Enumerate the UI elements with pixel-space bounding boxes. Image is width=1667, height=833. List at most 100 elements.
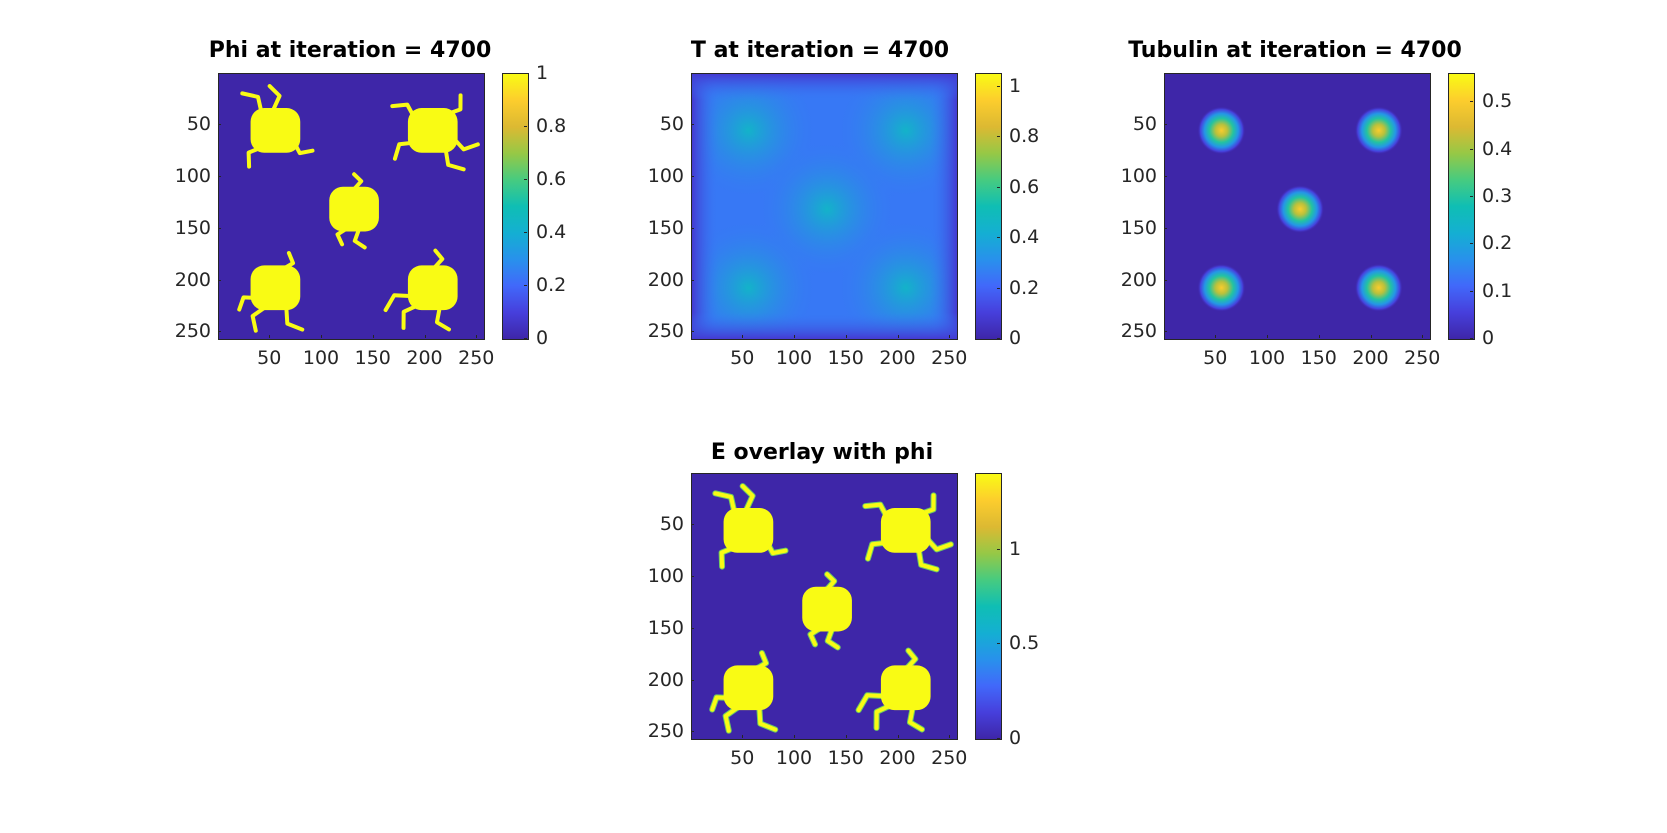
- phi-ytick-mark: [218, 227, 221, 229]
- phi-cbtick: 0.4: [536, 221, 567, 243]
- cell-1: [712, 483, 789, 570]
- e-xtick-mark: [949, 735, 951, 738]
- t-cbtick-mark: [997, 136, 1000, 138]
- cell-2: [390, 93, 480, 172]
- e-ytick: 50: [659, 513, 684, 536]
- tubulin-ytick: 50: [1132, 113, 1157, 136]
- phi-xtick-mark: [476, 335, 478, 338]
- phi-heatmap: [218, 73, 485, 340]
- tubulin-cbtick-mark: [1470, 290, 1473, 292]
- phi-ytick: 150: [174, 216, 211, 239]
- protrusion: [352, 226, 367, 250]
- phi-xtick: 150: [354, 347, 391, 369]
- tubulin-ytick-mark: [1164, 331, 1167, 333]
- tubulin-xtick: 250: [1404, 347, 1441, 369]
- e-xtick: 50: [730, 747, 755, 769]
- protrusion: [284, 302, 305, 332]
- protrusion: [740, 484, 755, 513]
- t-xtick: 50: [730, 347, 755, 369]
- phi-cbtick: 0.8: [536, 115, 567, 137]
- phi-cbtick-mark: [524, 232, 527, 233]
- t-heatmap: [691, 73, 958, 340]
- phi-cbtick-mark: [524, 73, 527, 74]
- e-cbtick: 0: [1009, 727, 1022, 749]
- protrusion: [267, 84, 282, 113]
- tubulin-heatmap-svg: [1165, 74, 1430, 339]
- colorbar-gradient: [976, 474, 1001, 739]
- e-xtick: 250: [931, 747, 968, 769]
- phi-ytick-mark: [218, 124, 221, 126]
- phi-cbtick-mark: [524, 179, 527, 180]
- e-cbtick-mark: [997, 548, 1000, 550]
- tubulin-peak-5: [1354, 263, 1403, 312]
- colorbar-gradient: [503, 74, 528, 339]
- colorbar-gradient: [976, 74, 1001, 339]
- cell-body: [250, 265, 301, 311]
- tubulin-cbtick: 0: [1482, 327, 1495, 349]
- e-cbtick: 0.5: [1009, 632, 1040, 655]
- tubulin-cbtick: 0.5: [1482, 90, 1513, 113]
- t-ytick-mark: [691, 124, 694, 126]
- phi-ytick-mark: [218, 331, 221, 333]
- e-title: E overlay with phi: [710, 440, 934, 465]
- tubulin-ytick-mark: [1164, 279, 1167, 281]
- t-xtick-mark: [949, 335, 951, 338]
- cell-body: [802, 586, 852, 632]
- e-heatmap: [691, 473, 958, 740]
- phi-ytick: 50: [186, 113, 211, 136]
- t-ytick: 50: [659, 113, 684, 136]
- cell-1: [240, 84, 315, 169]
- t-cbtick: 0: [1009, 327, 1022, 349]
- cell-body: [329, 186, 379, 232]
- e-ytick: 200: [647, 668, 684, 691]
- tubulin-xtick: 150: [1300, 347, 1337, 369]
- phi-xtick-mark: [269, 335, 271, 338]
- cell-4: [709, 650, 779, 734]
- e-ytick-mark: [691, 731, 694, 733]
- e-xtick-mark: [845, 735, 847, 738]
- phi-ytick: 250: [174, 320, 211, 343]
- tubulin-xtick-mark: [1266, 335, 1268, 338]
- e-xtick: 200: [879, 747, 916, 769]
- e-ytick-mark: [691, 627, 694, 629]
- e-xtick-mark: [742, 735, 744, 738]
- t-title: T at iteration = 4700: [690, 38, 950, 63]
- t-ytick-mark: [691, 175, 694, 177]
- phi-cbtick-mark: [524, 126, 527, 127]
- tubulin-cbtick: 0.4: [1482, 137, 1513, 160]
- t-xtick-mark: [793, 335, 795, 338]
- t-ytick: 200: [647, 268, 684, 291]
- e-xtick-mark: [897, 735, 899, 738]
- t-xtick: 250: [931, 347, 968, 369]
- tubulin-cbtick-mark: [1470, 196, 1473, 198]
- t-cbtick: 0.4: [1009, 226, 1040, 249]
- e-ytick: 150: [647, 616, 684, 639]
- tubulin-cbtick-mark: [1470, 148, 1473, 150]
- protrusion: [825, 626, 840, 650]
- t-cbtick: 1: [1009, 74, 1022, 97]
- phi-cbtick: 0: [536, 327, 549, 349]
- e-xtick: 150: [827, 747, 864, 769]
- tubulin-cbtick-mark: [1470, 243, 1473, 245]
- t-cbtick: 0.6: [1009, 175, 1040, 198]
- e-ytick-mark: [691, 524, 694, 526]
- colorbar-gradient: [1449, 74, 1474, 339]
- cell-body: [250, 108, 301, 153]
- phi-xtick: 250: [458, 347, 495, 369]
- e-cbtick: 1: [1009, 537, 1022, 560]
- protrusion: [825, 572, 837, 592]
- t-ytick: 250: [647, 320, 684, 343]
- phi-xtick-mark: [372, 335, 374, 338]
- cell-body: [407, 265, 458, 311]
- tubulin-ytick: 150: [1120, 216, 1157, 239]
- cell-3: [802, 571, 852, 651]
- protrusion: [434, 304, 451, 332]
- phi-xtick-mark: [424, 335, 426, 338]
- tubulin-xtick-mark: [1215, 335, 1217, 338]
- t-ytick: 150: [647, 216, 684, 239]
- phi-colorbar: [502, 73, 529, 340]
- tubulin-heatmap: [1164, 73, 1431, 340]
- tubulin-xtick: 100: [1248, 347, 1286, 369]
- t-ytick-mark: [691, 279, 694, 281]
- phi-ytick-mark: [218, 175, 221, 177]
